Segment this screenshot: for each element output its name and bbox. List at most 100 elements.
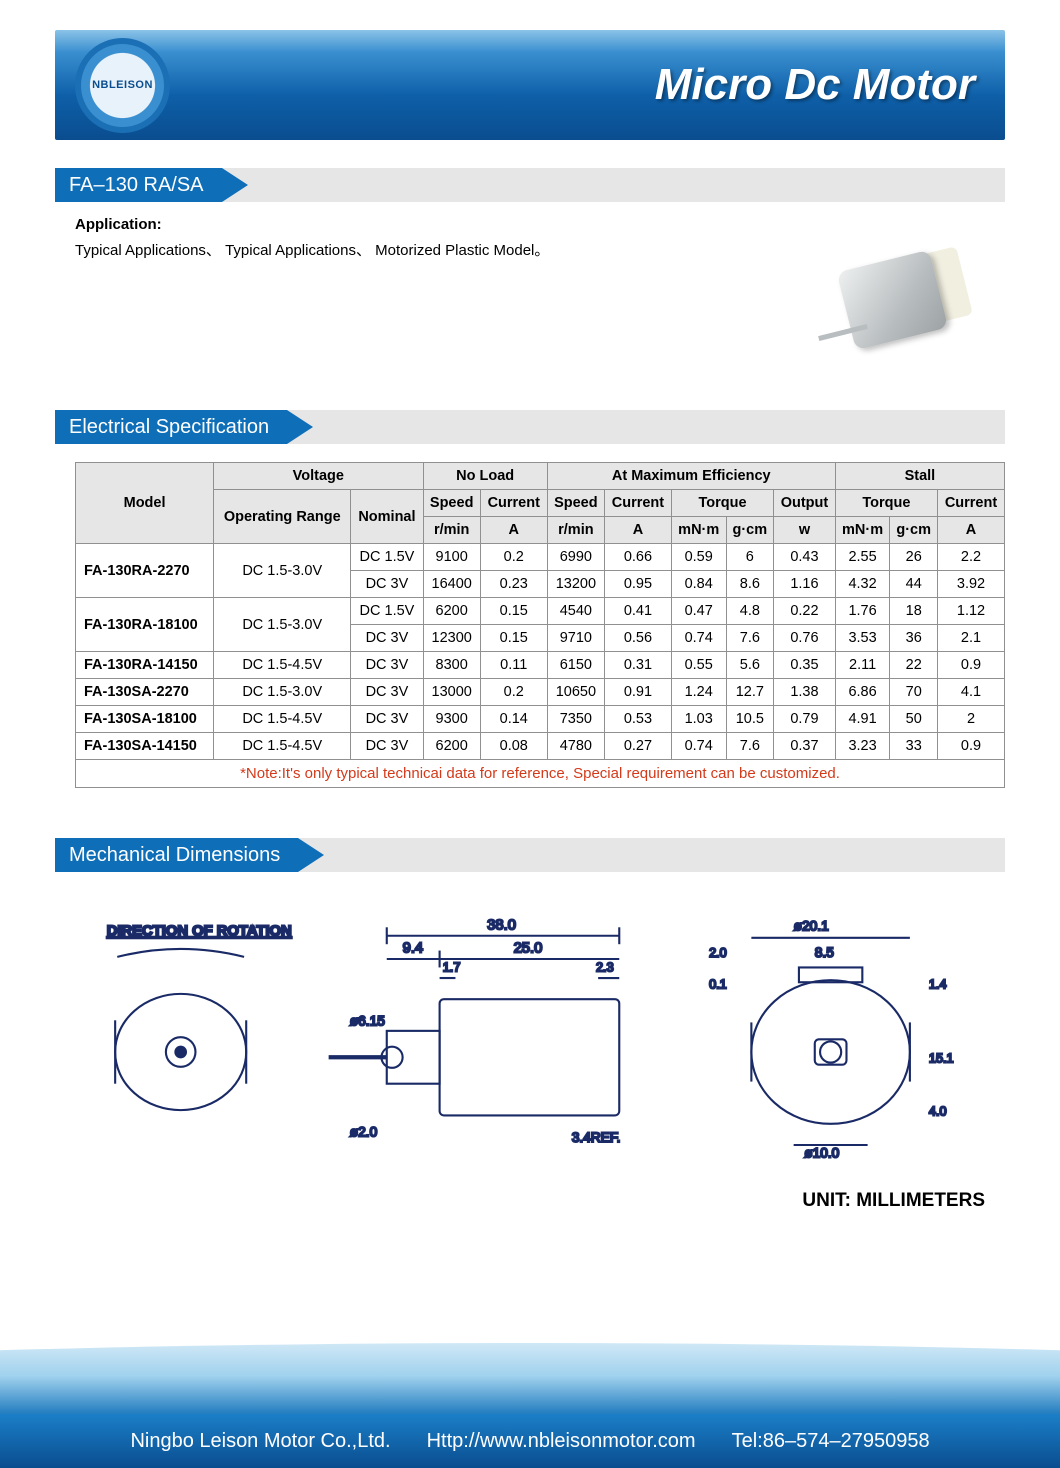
cell-me_t1: 1.03 xyxy=(671,706,726,733)
cell-me_s: 13200 xyxy=(547,571,604,598)
cell-me_s: 4780 xyxy=(547,733,604,760)
dim-boss: ø6.15 xyxy=(350,1014,385,1029)
cell-me_t2: 6 xyxy=(726,544,774,571)
th-mnm2: mN·m xyxy=(835,517,890,544)
cell-st_a: 3.92 xyxy=(938,571,1005,598)
cell-me_t1: 0.55 xyxy=(671,652,726,679)
cell-nom: DC 3V xyxy=(351,679,423,706)
cell-nom: DC 3V xyxy=(351,706,423,733)
section-mechanical-tab: Mechanical Dimensions xyxy=(55,838,298,872)
th-torque2: Torque xyxy=(835,490,937,517)
cell-me_t1: 1.24 xyxy=(671,679,726,706)
th-w: w xyxy=(774,517,836,544)
cell-me_a: 0.41 xyxy=(604,598,671,625)
cell-nom: DC 1.5V xyxy=(351,598,423,625)
cell-nl_s: 9100 xyxy=(423,544,480,571)
th-mnm1: mN·m xyxy=(671,517,726,544)
th-noload: No Load xyxy=(423,463,547,490)
cell-model: FA-130SA-2270 xyxy=(76,679,214,706)
cell-me_s: 7350 xyxy=(547,706,604,733)
cell-st_t1: 3.23 xyxy=(835,733,890,760)
mech-unit: UNIT: MILLIMETERS xyxy=(802,1190,985,1212)
cell-nl_s: 16400 xyxy=(423,571,480,598)
section-model-tab: FA–130 RA/SA xyxy=(55,168,222,202)
cell-nl_a: 0.15 xyxy=(480,598,547,625)
footer-company: Ningbo Leison Motor Co.,Ltd. xyxy=(130,1430,390,1453)
cell-st_a: 2.2 xyxy=(938,544,1005,571)
dim-hole: ø10.0 xyxy=(804,1146,839,1161)
cell-st_t1: 2.11 xyxy=(835,652,890,679)
th-stall: Stall xyxy=(835,463,1004,490)
cell-range: DC 1.5-4.5V xyxy=(214,652,351,679)
cell-me_a: 0.95 xyxy=(604,571,671,598)
spec-note-row: *Note:It's only typical technicai data f… xyxy=(76,760,1005,788)
cell-me_t2: 4.8 xyxy=(726,598,774,625)
cell-nl_s: 8300 xyxy=(423,652,480,679)
cell-range: DC 1.5-3.0V xyxy=(214,544,351,598)
cell-me_w: 1.16 xyxy=(774,571,836,598)
banner-title: Micro Dc Motor xyxy=(655,60,975,110)
dim-gap2: 2.3 xyxy=(596,961,614,975)
cell-me_w: 0.22 xyxy=(774,598,836,625)
cell-me_a: 0.91 xyxy=(604,679,671,706)
table-row: FA-130RA-2270DC 1.5-3.0VDC 1.5V91000.269… xyxy=(76,544,1005,571)
th-rmin1: r/min xyxy=(423,517,480,544)
cell-nom: DC 3V xyxy=(351,571,423,598)
th-current3: Current xyxy=(938,490,1005,517)
cell-me_t2: 10.5 xyxy=(726,706,774,733)
cell-me_t2: 5.6 xyxy=(726,652,774,679)
cell-st_a: 2 xyxy=(938,706,1005,733)
dim-cap: 9.4 xyxy=(403,941,424,957)
cell-st_t2: 70 xyxy=(890,679,938,706)
th-speed1: Speed xyxy=(423,490,480,517)
cell-st_a: 1.12 xyxy=(938,598,1005,625)
brand-logo: NBLEISON xyxy=(75,38,170,133)
table-row: FA-130SA-2270DC 1.5-3.0VDC 3V130000.2106… xyxy=(76,679,1005,706)
cell-me_t1: 0.74 xyxy=(671,733,726,760)
dim-face: ø20.1 xyxy=(794,918,829,933)
th-gcm2: g·cm xyxy=(890,517,938,544)
spec-thead: Model Voltage No Load At Maximum Efficie… xyxy=(76,463,1005,544)
cell-me_t2: 12.7 xyxy=(726,679,774,706)
rotation-label: DIRECTION OF ROTATION xyxy=(107,924,292,940)
cell-st_a: 4.1 xyxy=(938,679,1005,706)
cell-st_t2: 18 xyxy=(890,598,938,625)
cell-me_a: 0.66 xyxy=(604,544,671,571)
cell-me_t1: 0.74 xyxy=(671,625,726,652)
cell-me_w: 0.37 xyxy=(774,733,836,760)
cell-range: DC 1.5-3.0V xyxy=(214,679,351,706)
cell-nom: DC 3V xyxy=(351,652,423,679)
cell-st_t1: 3.53 xyxy=(835,625,890,652)
cell-model: FA-130RA-18100 xyxy=(76,598,214,652)
th-speed2: Speed xyxy=(547,490,604,517)
spec-table: Model Voltage No Load At Maximum Efficie… xyxy=(75,462,1005,788)
th-output: Output xyxy=(774,490,836,517)
cell-st_a: 0.9 xyxy=(938,733,1005,760)
dim-ref: 3.4REF. xyxy=(572,1130,621,1145)
cell-me_a: 0.27 xyxy=(604,733,671,760)
cell-st_t2: 44 xyxy=(890,571,938,598)
cell-me_w: 0.35 xyxy=(774,652,836,679)
th-nominal: Nominal xyxy=(351,490,423,544)
table-row: FA-130RA-14150DC 1.5-4.5VDC 3V83000.1161… xyxy=(76,652,1005,679)
footer-bar: Ningbo Leison Motor Co.,Ltd. Http://www.… xyxy=(0,1414,1060,1468)
spec-table-wrap: Model Voltage No Load At Maximum Efficie… xyxy=(75,462,1005,788)
cell-st_t2: 36 xyxy=(890,625,938,652)
cell-st_a: 0.9 xyxy=(938,652,1005,679)
cell-me_t2: 7.6 xyxy=(726,733,774,760)
cell-nl_s: 13000 xyxy=(423,679,480,706)
th-gcm1: g·cm xyxy=(726,517,774,544)
th-rmin2: r/min xyxy=(547,517,604,544)
footer-tel: Tel:86–574–27950958 xyxy=(732,1430,930,1453)
th-a2: A xyxy=(604,517,671,544)
dim-h3: 4.0 xyxy=(929,1104,947,1118)
dim-total: 38.0 xyxy=(487,917,516,933)
cell-me_a: 0.53 xyxy=(604,706,671,733)
dim-body: 25.0 xyxy=(514,941,543,957)
table-row: FA-130SA-18100DC 1.5-4.5VDC 3V93000.1473… xyxy=(76,706,1005,733)
cell-st_t2: 33 xyxy=(890,733,938,760)
cell-st_t1: 6.86 xyxy=(835,679,890,706)
cell-me_a: 0.56 xyxy=(604,625,671,652)
cell-model: FA-130RA-14150 xyxy=(76,652,214,679)
top-banner: NBLEISON Micro Dc Motor xyxy=(55,30,1005,140)
